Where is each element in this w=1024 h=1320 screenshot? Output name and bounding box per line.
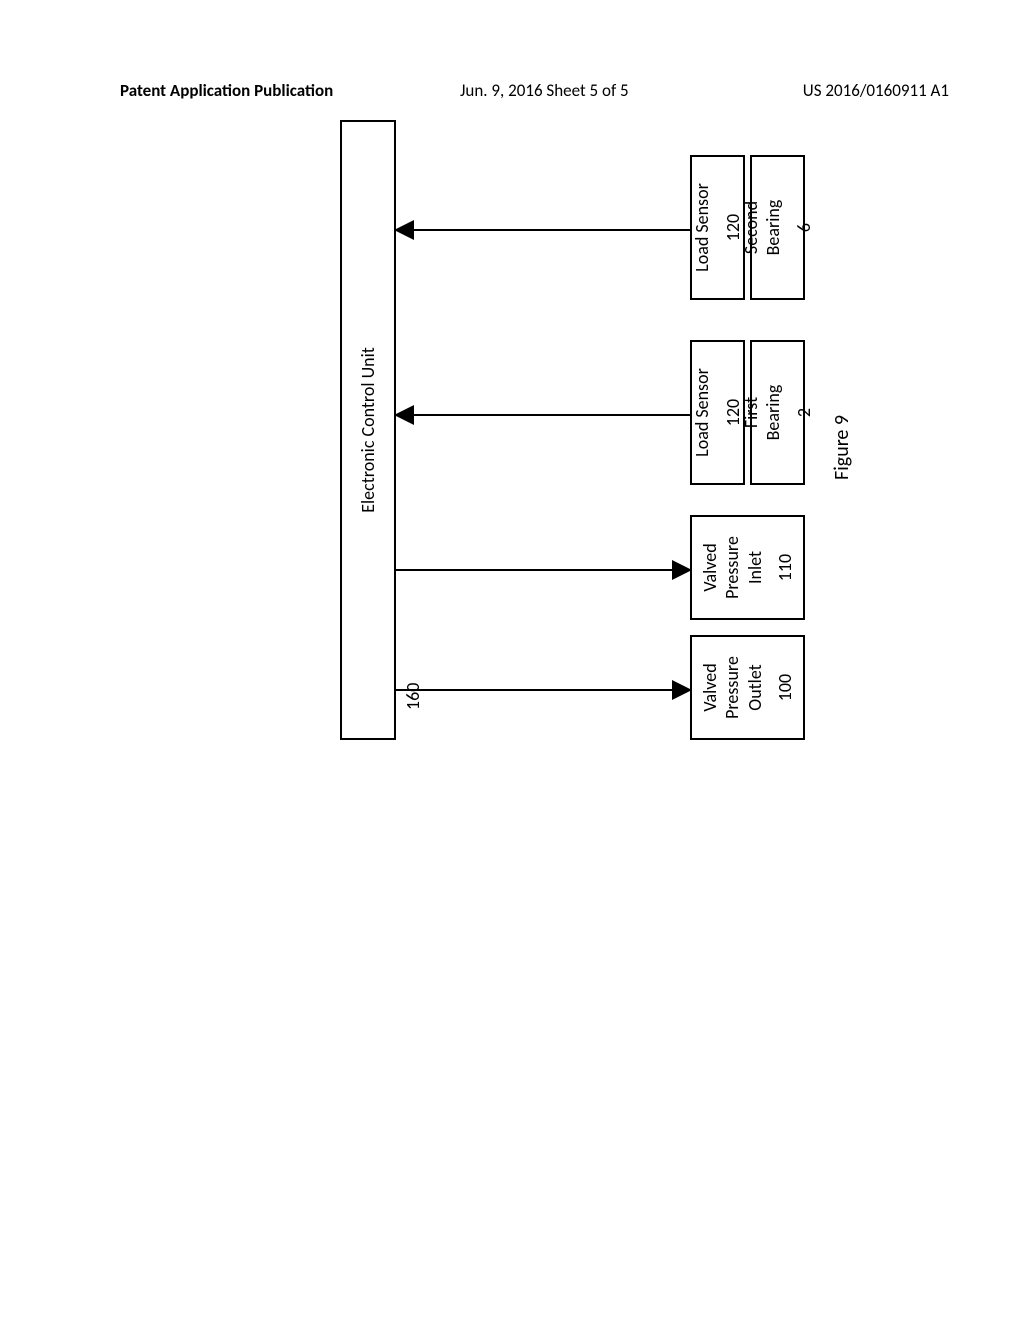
inlet-ref: 110	[774, 554, 797, 581]
figure-9-diagram: Electronic Control Unit 160 Valved Press…	[340, 120, 900, 740]
outlet-line1: Valved	[699, 663, 722, 711]
second-bearing-line2: Bearing	[762, 200, 785, 256]
outlet-ref: 100	[774, 674, 797, 701]
first-bearing-line2: Bearing	[762, 385, 785, 441]
valved-pressure-outlet-box: Valved Pressure Outlet 100	[690, 635, 805, 740]
first-bearing-line1: First	[740, 397, 763, 428]
load-sensor-2-label: Load Sensor	[691, 183, 714, 272]
second-bearing-box: Second Bearing 6	[750, 155, 805, 300]
valved-pressure-inlet-box: Valved Pressure Inlet 110	[690, 515, 805, 620]
load-sensor-2-box: Load Sensor 120	[690, 155, 745, 300]
inlet-line2: Pressure	[721, 536, 744, 599]
inlet-line3: Inlet	[744, 551, 767, 584]
outlet-line2: Pressure	[721, 656, 744, 719]
figure-label: Figure 9	[830, 415, 854, 480]
inlet-line1: Valved	[699, 543, 722, 591]
outlet-line3: Outlet	[744, 664, 767, 710]
first-bearing-ref: 2	[793, 408, 816, 417]
page: Patent Application Publication Jun. 9, 2…	[0, 0, 1024, 1320]
load-sensor-1-label: Load Sensor	[691, 368, 714, 457]
first-bearing-box: First Bearing 2	[750, 340, 805, 485]
second-bearing-ref: 6	[793, 223, 816, 232]
header-center: Jun. 9, 2016 Sheet 5 of 5	[460, 80, 629, 101]
connection-arrows	[340, 120, 900, 740]
second-bearing-line1: Second	[740, 201, 763, 254]
page-header: Patent Application Publication Jun. 9, 2…	[0, 80, 1024, 110]
header-left: Patent Application Publication	[120, 80, 333, 101]
header-right: US 2016/0160911 A1	[803, 80, 949, 101]
load-sensor-1-box: Load Sensor 120	[690, 340, 745, 485]
